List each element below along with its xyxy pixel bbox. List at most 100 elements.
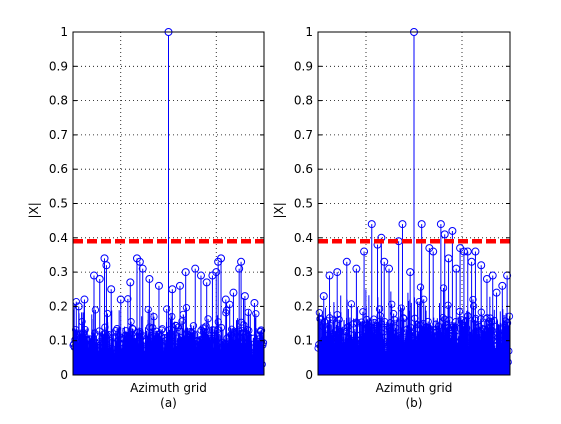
noise-stem-marker — [336, 328, 344, 336]
stem-marker — [325, 271, 334, 280]
noise-stem-marker — [128, 324, 136, 333]
y-tick-label: 0.1 — [294, 334, 313, 348]
noise-stem-marker — [182, 304, 191, 312]
noise-stem-marker — [391, 316, 399, 324]
stem-marker — [175, 281, 184, 290]
panel-b: 0 0.1 0.2 0.3 0.4 0.5 0.6 0.7 0.8 0.9 1 |X| Azimuth … — [272, 25, 514, 410]
noise-stem-marker — [151, 331, 159, 339]
noise-stem-marker — [499, 332, 507, 340]
noise-stem-marker — [414, 343, 422, 351]
stem-marker — [498, 281, 507, 290]
y-tick-label: 1 — [60, 25, 68, 39]
y-tick-label: 0 — [60, 368, 68, 382]
y-tick-label: 0.2 — [294, 299, 313, 313]
y-tick-label: 0.7 — [49, 128, 68, 142]
stem-marker — [398, 220, 407, 229]
noise-stem-marker — [439, 314, 447, 322]
noise-stem-marker — [210, 326, 219, 334]
noise-stem-marker — [319, 322, 327, 331]
y-tick-label: 1 — [305, 25, 313, 39]
noise-stem-marker — [359, 308, 367, 316]
noise-stem-marker — [172, 321, 180, 330]
noise-stem-marker — [201, 324, 209, 332]
noise-stem-marker — [91, 306, 100, 314]
noise-stem-marker — [159, 343, 167, 351]
y-axis: 0 0.1 0.2 0.3 0.4 0.5 0.6 0.7 0.8 0.9 1 — [49, 25, 264, 382]
stem-marker — [135, 257, 144, 266]
stem-marker — [429, 247, 438, 256]
noise-stem-marker — [388, 300, 396, 308]
noise-stem-marker — [372, 343, 380, 352]
stem-marker — [107, 285, 116, 294]
stem-marker — [145, 274, 154, 283]
noise-stem-marker — [399, 314, 407, 322]
noise-stem-marker — [386, 327, 394, 335]
stem-marker — [202, 278, 211, 287]
noise-stem-marker — [320, 318, 329, 326]
noise-stem-marker — [335, 315, 343, 324]
noise-stem-marker — [498, 340, 506, 348]
y-tick-label: 0.7 — [294, 128, 313, 142]
noise-stem-marker — [173, 334, 182, 342]
stem-marker — [116, 295, 125, 304]
noise-stem-marker — [189, 322, 198, 330]
noise-stem-marker — [373, 322, 381, 330]
noise-stem-marker — [115, 339, 124, 348]
noise-stem-marker — [505, 312, 514, 320]
noise-stem-marker — [184, 341, 192, 349]
noise-stem-marker — [231, 347, 240, 355]
stem-marker — [417, 220, 426, 229]
noise-stem-marker — [174, 323, 182, 331]
stem-marker — [221, 295, 230, 304]
noise-stem-marker — [382, 342, 391, 350]
stem-marker — [95, 274, 104, 283]
noise-stem-marker — [466, 342, 475, 350]
stem-marker — [138, 264, 147, 273]
noise-stem-marker — [113, 325, 121, 333]
noise-stem-marker — [488, 327, 496, 335]
y-tick-label: 0.3 — [294, 265, 313, 279]
y-tick-label: 0.5 — [294, 197, 313, 211]
stem-marker — [191, 264, 200, 273]
noise-stem-marker — [159, 347, 168, 355]
noise-stem-marker — [479, 325, 487, 333]
noise-stem-marker — [96, 341, 105, 349]
noise-stem-marker — [112, 327, 120, 335]
noise-stem-marker — [144, 305, 152, 314]
noise-stem-marker — [473, 345, 482, 353]
noise-stem-marker — [478, 335, 487, 344]
noise-stem-marker — [393, 331, 402, 339]
noise-stem-marker — [402, 340, 411, 348]
noise-stem-marker — [185, 342, 194, 350]
noise-stem-marker — [439, 284, 448, 292]
noise-stem-marker — [75, 331, 84, 339]
stem-marker — [90, 271, 99, 280]
noise-stem-marker — [361, 343, 369, 351]
noise-stem-marker — [122, 327, 130, 335]
y-tick-label: 0.9 — [49, 59, 68, 73]
noise-stem-marker — [318, 341, 326, 349]
noise-stem-marker — [243, 325, 252, 334]
noise-stem-marker — [415, 297, 423, 306]
noise-stem-marker — [420, 333, 428, 342]
noise-stem-marker — [431, 344, 439, 352]
noise-stem-marker — [331, 327, 340, 335]
stem-marker — [352, 264, 361, 273]
stem-marker — [440, 230, 449, 239]
stem-marker — [181, 268, 190, 277]
noise-stem-marker — [171, 343, 179, 351]
noise-stem-marker — [325, 339, 333, 348]
y-tick-label: 0.6 — [294, 162, 313, 176]
noise-stem-marker — [432, 320, 440, 328]
noise-stem-marker — [150, 312, 158, 321]
noise-stem-marker — [501, 322, 509, 330]
stem-marker — [102, 261, 111, 270]
y-tick-label: 0.3 — [49, 265, 68, 279]
noise-stem-marker — [187, 332, 195, 341]
noise-stem-marker — [149, 343, 157, 351]
noise-stem-marker — [329, 332, 338, 340]
noise-stem-marker — [347, 300, 356, 308]
noise-stem-marker — [246, 343, 254, 351]
noise-stem-marker — [400, 314, 408, 323]
